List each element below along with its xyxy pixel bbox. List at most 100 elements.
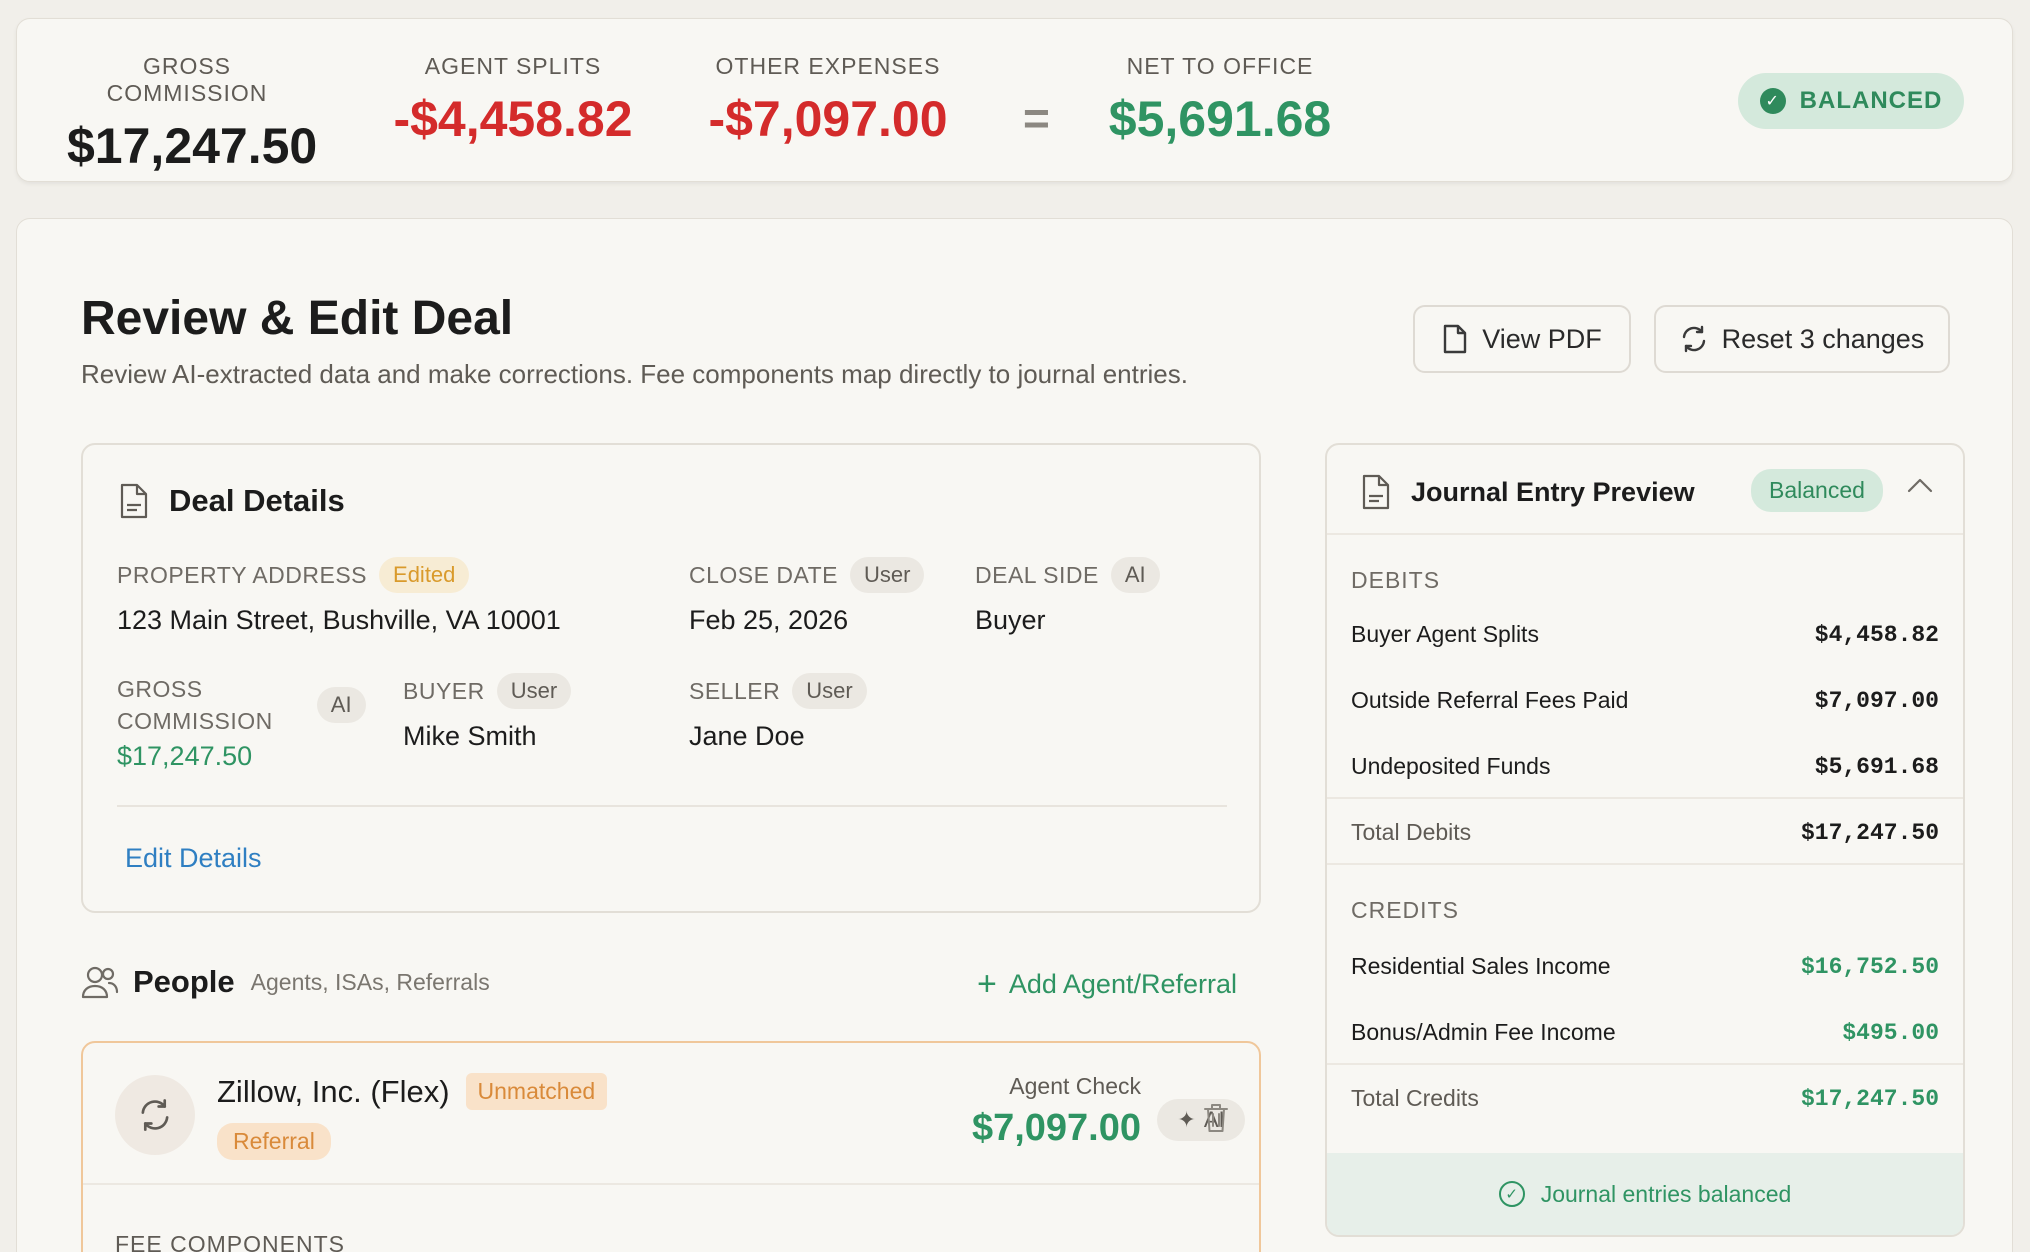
total-credits-row: Total Credits $17,247.50 [1351, 1085, 1939, 1112]
agent-check-label: Agent Check [1009, 1073, 1141, 1099]
chevron-up-icon [1907, 478, 1933, 493]
balanced-badge: Balanced [1751, 469, 1883, 512]
unmatched-badge: Unmatched [465, 1073, 608, 1110]
gross-commission-field[interactable]: GROSS COMMISSION AI $17,247.50 [117, 673, 366, 772]
deal-details-title: Deal Details [169, 483, 345, 518]
buyer-value: Mike Smith [403, 721, 537, 751]
total-credits-amount: $17,247.50 [1800, 1085, 1939, 1112]
total-credits-label: Total Credits [1351, 1085, 1479, 1111]
credit-account: Residential Sales Income [1351, 953, 1611, 979]
credit-account: Bonus/Admin Fee Income [1351, 1019, 1616, 1045]
user-badge: User [496, 673, 572, 709]
gross-commission-summary: GROSS COMMISSION $17,247.50 [67, 53, 318, 175]
seller-label-row: SELLER User [689, 673, 867, 709]
gross-commission-label: GROSS COMMISSION [106, 53, 268, 106]
person-name-row: Zillow, Inc. (Flex) Unmatched [217, 1073, 608, 1110]
person-card-zillow: Zillow, Inc. (Flex) Unmatched Referral A… [81, 1041, 1261, 1252]
agent-splits-summary: AGENT SPLITS -$4,458.82 [387, 53, 639, 148]
total-debits-label: Total Debits [1351, 819, 1472, 845]
refresh-icon [141, 1099, 169, 1131]
journal-entry-header[interactable]: Journal Entry Preview [1361, 469, 1695, 515]
deal-side-label-row: DEAL SIDE AI [975, 557, 1160, 593]
property-address-field[interactable]: PROPERTY ADDRESS Edited 123 Main Street,… [117, 557, 561, 636]
agent-check-value[interactable]: $7,097.00 [971, 1107, 1141, 1149]
close-date-label: CLOSE DATE [689, 561, 838, 588]
document-icon [1444, 324, 1467, 354]
sparkle-icon: ✦ [1177, 1107, 1196, 1132]
deal-details-header: Deal Details [119, 483, 345, 519]
credits-label: CREDITS [1351, 897, 1459, 923]
balanced-status-badge: ✓ BALANCED [1738, 73, 1964, 129]
divider [1327, 533, 1963, 535]
people-title: People [133, 964, 235, 999]
edited-badge: Edited [379, 557, 470, 593]
journal-entry-title: Journal Entry Preview [1411, 476, 1695, 507]
buyer-label-row: BUYER User [403, 673, 572, 709]
divider [1327, 797, 1963, 799]
buyer-field[interactable]: BUYER User Mike Smith [403, 673, 572, 752]
edit-details-link[interactable]: Edit Details [125, 843, 262, 873]
net-to-office-label: NET TO OFFICE [1126, 53, 1314, 79]
ai-badge: AI [1110, 557, 1160, 593]
person-name[interactable]: Zillow, Inc. (Flex) [217, 1073, 450, 1109]
commission-summary-bar: GROSS COMMISSION $17,247.50 AGENT SPLITS… [16, 18, 2013, 182]
document-icon [1362, 474, 1390, 510]
property-address-label: PROPERTY ADDRESS [117, 561, 368, 588]
net-to-office-value: $5,691.68 [1108, 91, 1332, 147]
people-section-header: People Agents, ISAs, Referrals [81, 964, 490, 1000]
user-badge: User [792, 673, 867, 709]
other-expenses-value: -$7,097.00 [708, 91, 948, 147]
gross-commission-label-line1: GROSS [117, 676, 203, 702]
net-to-office-summary: NET TO OFFICE $5,691.68 [1101, 53, 1339, 148]
users-icon [81, 966, 119, 999]
debit-account: Undeposited Funds [1351, 753, 1551, 779]
credit-row: Bonus/Admin Fee Income $495.00 [1351, 1019, 1939, 1046]
debit-row: Undeposited Funds $5,691.68 [1351, 753, 1939, 780]
debit-account: Buyer Agent Splits [1351, 621, 1539, 647]
debit-amount: $4,458.82 [1814, 621, 1939, 648]
reset-changes-button[interactable]: Reset 3 changes [1654, 305, 1950, 373]
document-icon [120, 483, 148, 519]
add-agent-referral-label: Add Agent/Referral [1008, 968, 1238, 999]
user-badge: User [850, 557, 925, 593]
deal-side-value: Buyer [975, 605, 1046, 635]
gross-commission-label-line2: COMMISSION [117, 708, 273, 734]
page-subtitle: Review AI-extracted data and make correc… [81, 359, 1188, 389]
delete-person-button[interactable] [1203, 1103, 1229, 1138]
collapse-button[interactable] [1907, 477, 1933, 498]
ai-badge: ✦ AI [1157, 1099, 1245, 1141]
gross-commission-label: GROSS COMMISSION [117, 673, 273, 737]
close-date-field[interactable]: CLOSE DATE User Feb 25, 2026 [689, 557, 925, 636]
referral-badge: Referral [217, 1123, 331, 1160]
reset-changes-label: Reset 3 changes [1721, 323, 1925, 354]
other-expenses-label: OTHER EXPENSES [715, 53, 941, 79]
gross-commission-value: $17,247.50 [117, 741, 253, 771]
equals-sign: = [1023, 92, 1050, 144]
people-subtitle: Agents, ISAs, Referrals [250, 968, 490, 995]
property-address-value: 123 Main Street, Bushville, VA 10001 [117, 605, 561, 635]
debit-amount: $7,097.00 [1814, 687, 1939, 714]
agent-splits-label: AGENT SPLITS [424, 53, 602, 79]
seller-field[interactable]: SELLER User Jane Doe [689, 673, 867, 752]
debit-account: Outside Referral Fees Paid [1351, 687, 1629, 713]
debit-row: Outside Referral Fees Paid $7,097.00 [1351, 687, 1939, 714]
deal-details-card: Deal Details PROPERTY ADDRESS Edited 123… [81, 443, 1261, 913]
view-pdf-button[interactable]: View PDF [1413, 305, 1631, 373]
refresh-icon [1682, 325, 1705, 353]
credit-row: Residential Sales Income $16,752.50 [1351, 953, 1939, 980]
divider [83, 1183, 1259, 1185]
check-circle-icon: ✓ [1498, 1181, 1525, 1207]
add-agent-referral-button[interactable]: + Add Agent/Referral [977, 967, 1237, 1001]
divider [1327, 863, 1963, 865]
property-address-label-row: PROPERTY ADDRESS Edited [117, 557, 561, 593]
review-edit-panel: Review & Edit Deal Review AI-extracted d… [16, 218, 2013, 1252]
other-expenses-summary: OTHER EXPENSES -$7,097.00 [697, 53, 959, 148]
seller-label: SELLER [689, 677, 781, 704]
avatar [115, 1075, 195, 1155]
ai-badge: AI [316, 687, 366, 723]
fee-components-label: FEE COMPONENTS [115, 1231, 345, 1252]
gross-commission-value: $17,247.50 [67, 118, 318, 174]
deal-side-field[interactable]: DEAL SIDE AI Buyer [975, 557, 1160, 636]
debits-label: DEBITS [1351, 567, 1441, 593]
buyer-label: BUYER [403, 677, 485, 704]
